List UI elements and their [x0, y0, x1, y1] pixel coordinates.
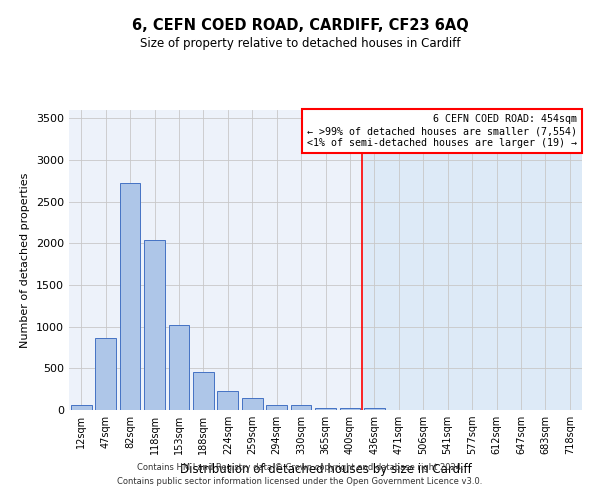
Bar	[362, 110, 582, 410]
Bar	[340, 408, 361, 410]
Bar	[266, 405, 287, 410]
Bar	[242, 398, 263, 410]
X-axis label: Distribution of detached houses by size in Cardiff: Distribution of detached houses by size …	[179, 462, 472, 475]
Bar	[144, 240, 165, 410]
Text: 6, CEFN COED ROAD, CARDIFF, CF23 6AQ: 6, CEFN COED ROAD, CARDIFF, CF23 6AQ	[131, 18, 469, 32]
Bar	[193, 372, 214, 410]
Y-axis label: Number of detached properties: Number of detached properties	[20, 172, 31, 348]
Bar	[290, 406, 311, 410]
Text: Contains public sector information licensed under the Open Government Licence v3: Contains public sector information licen…	[118, 477, 482, 486]
Text: Size of property relative to detached houses in Cardiff: Size of property relative to detached ho…	[140, 38, 460, 51]
Bar	[364, 408, 385, 410]
Bar	[95, 338, 116, 410]
Bar	[217, 391, 238, 410]
Bar	[119, 184, 140, 410]
Bar	[315, 408, 336, 410]
Bar	[169, 325, 190, 410]
Bar	[71, 404, 92, 410]
Text: Contains HM Land Registry data © Crown copyright and database right 2024.: Contains HM Land Registry data © Crown c…	[137, 464, 463, 472]
Text: 6 CEFN COED ROAD: 454sqm
← >99% of detached houses are smaller (7,554)
<1% of se: 6 CEFN COED ROAD: 454sqm ← >99% of detac…	[307, 114, 577, 148]
